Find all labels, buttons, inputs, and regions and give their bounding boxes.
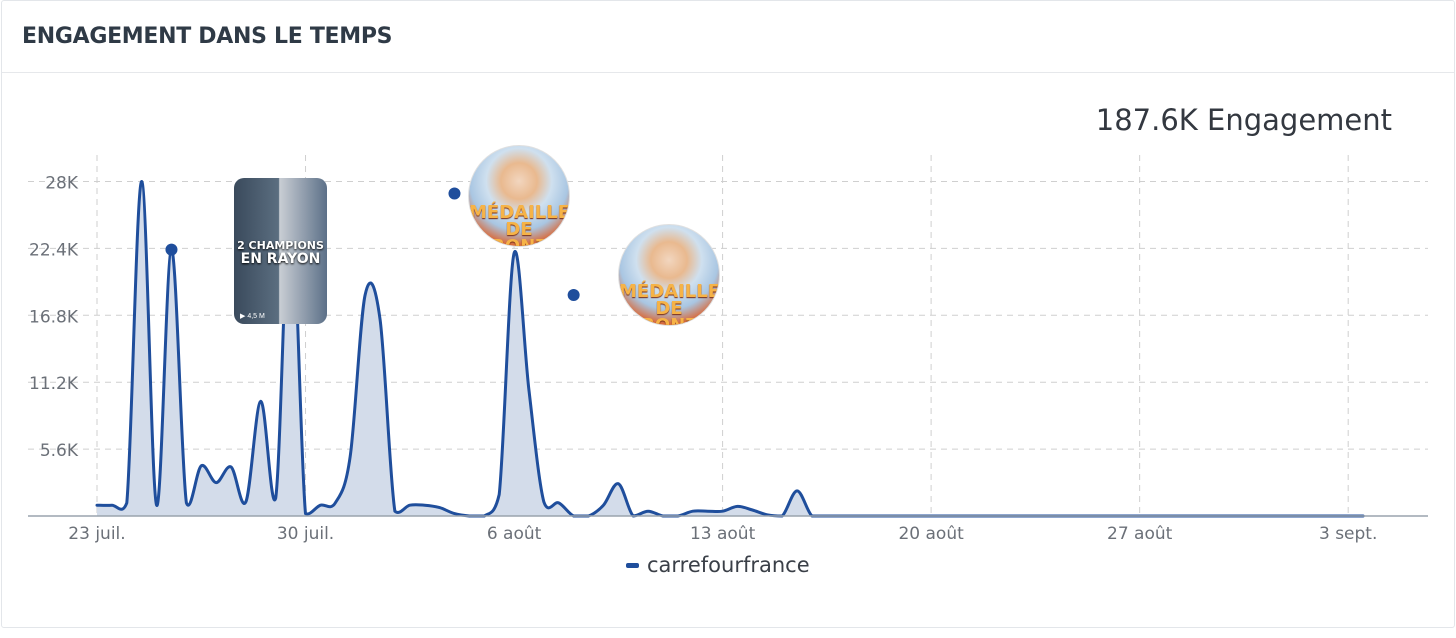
y-tick-label: 11.2K — [29, 374, 79, 394]
x-tick-label: 3 sept. — [1319, 524, 1377, 544]
y-tick-label: 28K — [45, 174, 79, 194]
y-tick-label: 5.6K — [40, 441, 79, 461]
axis: 5.6K 11.2K 16.8K 22.4K 28K 23 juil. 30 juil. 6 … — [28, 174, 1428, 544]
x-tick-label: 27 août — [1107, 524, 1173, 544]
legend-swatch — [626, 562, 639, 568]
post-thumbnail-video[interactable]: 2 CHAMPIONS EN RAYON ▶ 4,5 M — [234, 178, 327, 324]
card-header: ENGAGEMENT DANS LE TEMPS — [2, 1, 1454, 73]
thumbnail-caption: MÉDAILLE DE BRONZE — [619, 281, 720, 326]
x-tick-label: 6 août — [487, 524, 542, 544]
legend-label: carrefourfrance — [647, 553, 810, 577]
y-tick-label: 22.4K — [29, 240, 79, 260]
series-area — [97, 181, 1364, 516]
thumbnail-line1: 2 CHAMPIONS — [237, 239, 324, 252]
post-marker — [448, 187, 461, 200]
thumbnail-views: ▶ 4,5 M — [240, 313, 265, 320]
markers — [165, 187, 580, 301]
thumbnail-caption: MÉDAILLE DE BRONZE — [469, 202, 570, 247]
legend[interactable]: carrefourfrance — [626, 553, 810, 577]
x-tick-label: 13 août — [690, 524, 756, 544]
post-thumbnail-medal-2[interactable]: MÉDAILLE DE BRONZE — [618, 224, 720, 326]
post-marker — [165, 243, 178, 256]
post-thumbnail-medal-1[interactable]: MÉDAILLE DE BRONZE — [468, 145, 570, 247]
post-marker — [567, 288, 580, 301]
x-tick-label: 23 juil. — [68, 524, 125, 544]
thumbnail-line2: EN RAYON — [240, 250, 321, 267]
engagement-total: 187.6K Engagement — [1095, 103, 1392, 137]
card-title: ENGAGEMENT DANS LE TEMPS — [22, 24, 393, 49]
x-tick-label: 30 juil. — [277, 524, 334, 544]
x-tick-label: 20 août — [898, 524, 964, 544]
y-tick-label: 16.8K — [29, 307, 79, 327]
